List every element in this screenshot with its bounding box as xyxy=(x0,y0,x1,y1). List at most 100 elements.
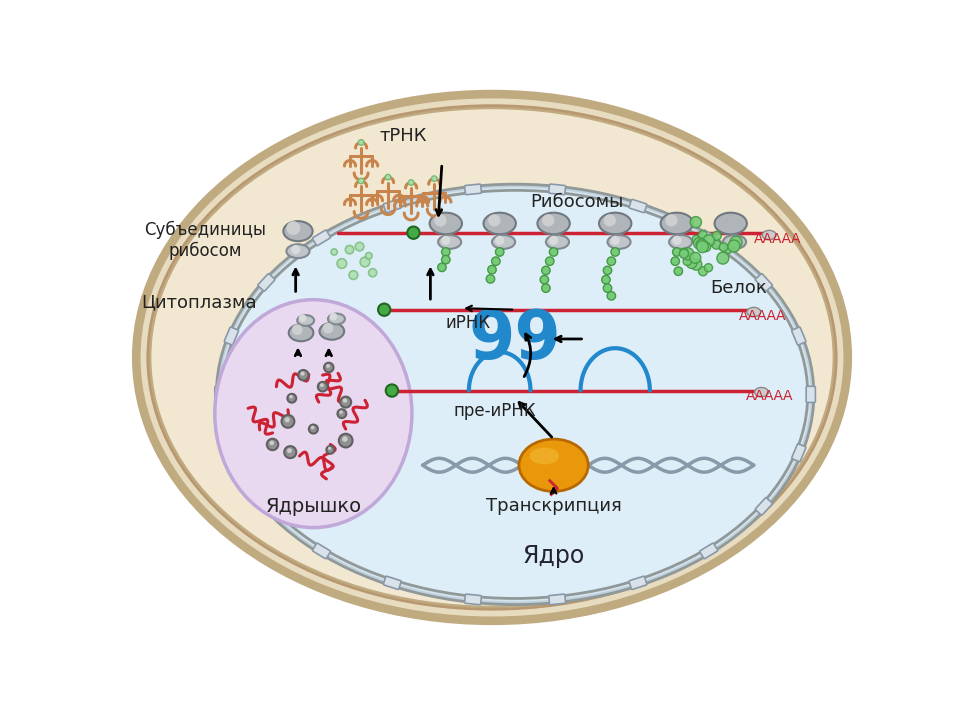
Text: Ядрышко: Ядрышко xyxy=(265,497,361,516)
Text: ААААА: ААААА xyxy=(738,309,786,323)
Ellipse shape xyxy=(223,190,807,598)
Circle shape xyxy=(270,441,274,445)
Circle shape xyxy=(331,249,337,255)
Circle shape xyxy=(358,178,364,184)
Circle shape xyxy=(442,235,450,245)
Circle shape xyxy=(604,215,616,227)
Circle shape xyxy=(407,227,420,239)
FancyBboxPatch shape xyxy=(756,498,772,515)
FancyBboxPatch shape xyxy=(465,184,481,194)
Text: Субъединицы
рибосом: Субъединицы рибосом xyxy=(145,221,267,260)
Ellipse shape xyxy=(608,235,631,249)
Ellipse shape xyxy=(755,387,768,397)
FancyBboxPatch shape xyxy=(792,327,805,345)
FancyBboxPatch shape xyxy=(225,444,238,462)
Circle shape xyxy=(673,248,681,256)
FancyBboxPatch shape xyxy=(629,576,647,590)
Text: пре-иРНК: пре-иРНК xyxy=(453,402,536,420)
Ellipse shape xyxy=(538,212,570,234)
Circle shape xyxy=(712,231,721,240)
Circle shape xyxy=(369,269,376,276)
Circle shape xyxy=(442,256,450,264)
Ellipse shape xyxy=(223,190,807,598)
Circle shape xyxy=(672,235,682,245)
Circle shape xyxy=(541,266,550,274)
FancyBboxPatch shape xyxy=(465,594,481,605)
Circle shape xyxy=(702,243,710,251)
Circle shape xyxy=(690,252,701,264)
Circle shape xyxy=(692,235,700,243)
Circle shape xyxy=(686,258,697,269)
Circle shape xyxy=(603,266,612,274)
Circle shape xyxy=(339,410,343,414)
FancyBboxPatch shape xyxy=(700,230,718,246)
Circle shape xyxy=(311,426,314,429)
Circle shape xyxy=(291,245,300,254)
Circle shape xyxy=(717,252,729,264)
FancyBboxPatch shape xyxy=(549,184,565,194)
Circle shape xyxy=(699,266,708,276)
Circle shape xyxy=(320,383,324,387)
Circle shape xyxy=(540,276,548,284)
Text: 99: 99 xyxy=(468,307,562,374)
Circle shape xyxy=(680,249,688,258)
Ellipse shape xyxy=(762,230,776,240)
Ellipse shape xyxy=(530,448,559,464)
Circle shape xyxy=(680,248,688,257)
Circle shape xyxy=(292,324,302,335)
Circle shape xyxy=(326,364,330,368)
FancyBboxPatch shape xyxy=(313,543,330,559)
FancyBboxPatch shape xyxy=(258,274,275,291)
Ellipse shape xyxy=(660,212,693,234)
Circle shape xyxy=(486,274,494,283)
Text: Транскрипция: Транскрипция xyxy=(486,497,621,515)
Circle shape xyxy=(696,239,708,251)
FancyBboxPatch shape xyxy=(806,387,815,402)
Circle shape xyxy=(495,235,504,245)
FancyBboxPatch shape xyxy=(215,387,224,402)
Circle shape xyxy=(674,267,683,276)
Ellipse shape xyxy=(283,221,313,241)
Circle shape xyxy=(684,257,691,266)
Circle shape xyxy=(408,180,414,185)
Circle shape xyxy=(287,448,292,453)
Circle shape xyxy=(318,382,327,392)
Text: ААААА: ААААА xyxy=(746,389,794,403)
Text: ААААА: ААААА xyxy=(754,232,802,246)
Circle shape xyxy=(724,246,732,253)
Circle shape xyxy=(728,240,740,252)
Circle shape xyxy=(358,140,364,145)
Circle shape xyxy=(442,248,450,256)
Circle shape xyxy=(337,409,347,418)
Circle shape xyxy=(545,257,554,266)
Circle shape xyxy=(488,215,500,227)
Circle shape xyxy=(281,415,295,428)
Circle shape xyxy=(378,304,391,316)
Text: Рибосомы: Рибосомы xyxy=(530,193,623,211)
Circle shape xyxy=(343,398,348,402)
Circle shape xyxy=(284,418,290,423)
Ellipse shape xyxy=(298,315,314,326)
Circle shape xyxy=(665,215,678,227)
Circle shape xyxy=(719,243,728,251)
FancyBboxPatch shape xyxy=(383,199,401,212)
Ellipse shape xyxy=(215,300,412,528)
Text: иРНК: иРНК xyxy=(445,314,491,332)
Circle shape xyxy=(385,174,391,180)
Circle shape xyxy=(324,363,333,372)
Circle shape xyxy=(690,258,702,270)
Ellipse shape xyxy=(747,307,760,317)
Circle shape xyxy=(299,315,306,322)
Ellipse shape xyxy=(430,212,462,234)
Ellipse shape xyxy=(289,324,313,341)
Ellipse shape xyxy=(723,235,746,249)
Circle shape xyxy=(671,257,680,266)
FancyBboxPatch shape xyxy=(383,576,401,590)
FancyBboxPatch shape xyxy=(629,199,647,212)
Circle shape xyxy=(711,240,721,249)
Text: Ядро: Ядро xyxy=(522,544,585,568)
Circle shape xyxy=(607,257,615,266)
Circle shape xyxy=(611,235,620,245)
Circle shape xyxy=(339,433,352,447)
Circle shape xyxy=(337,258,347,269)
